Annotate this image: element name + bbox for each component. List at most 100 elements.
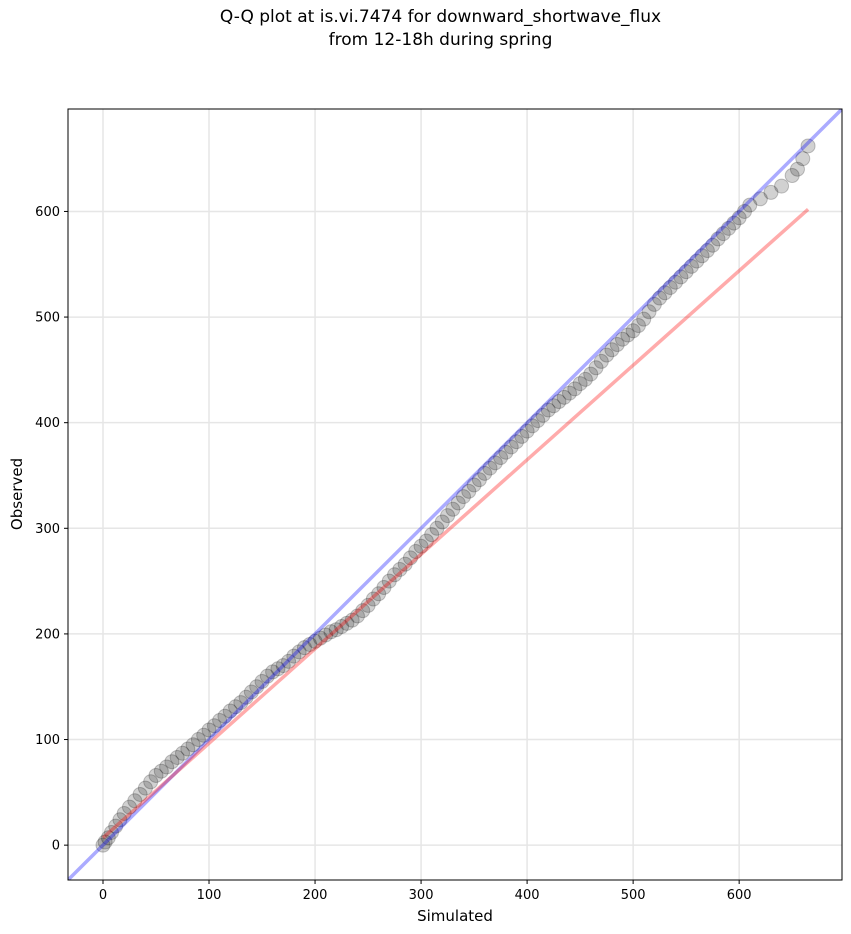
- chart-title-line-1: Q-Q plot at is.vi.7474 for downward_shor…: [219, 7, 662, 27]
- data-point: [153, 763, 169, 779]
- one-to-one-line: [68, 109, 842, 880]
- data-point: [493, 450, 509, 466]
- data-point: [281, 653, 297, 669]
- data-point: [588, 360, 604, 376]
- x-tick-label: 400: [515, 888, 540, 903]
- data-point: [450, 495, 466, 511]
- data-point: [572, 376, 588, 392]
- data-point: [455, 489, 471, 505]
- chart-title-line-2: from 12-18h during spring: [328, 30, 553, 50]
- data-point: [95, 837, 111, 853]
- data-point: [795, 151, 811, 167]
- data-point: [365, 591, 381, 607]
- data-point: [789, 161, 805, 177]
- data-point: [307, 633, 323, 649]
- data-point: [487, 455, 503, 471]
- data-point: [599, 347, 615, 363]
- data-point: [233, 695, 249, 711]
- data-point: [440, 508, 456, 524]
- data-point: [323, 624, 339, 640]
- data-point: [689, 253, 705, 269]
- data-point: [291, 644, 307, 660]
- y-tick-label: 500: [35, 311, 60, 326]
- data-point: [238, 689, 254, 705]
- data-point: [726, 215, 742, 231]
- data-point: [498, 444, 514, 460]
- data-point: [349, 608, 365, 624]
- data-point: [784, 168, 800, 184]
- data-point: [752, 191, 768, 207]
- data-point: [641, 304, 657, 320]
- data-point: [710, 231, 726, 247]
- data-point: [413, 538, 429, 554]
- data-point: [344, 612, 360, 628]
- data-point: [228, 699, 244, 715]
- data-point: [339, 615, 355, 631]
- data-point: [334, 619, 350, 635]
- chart-title: Q-Q plot at is.vi.7474 for downward_shor…: [0, 6, 851, 52]
- data-point: [800, 138, 816, 154]
- data-point: [97, 834, 113, 850]
- data-point: [668, 274, 684, 290]
- data-point: [662, 279, 678, 295]
- data-point: [567, 381, 583, 397]
- data-point: [424, 527, 440, 543]
- data-point: [180, 741, 196, 757]
- data-point: [445, 501, 461, 517]
- data-point: [132, 786, 148, 802]
- data-point: [524, 418, 540, 434]
- plot-area: [68, 109, 842, 880]
- data-point: [731, 210, 747, 226]
- data-point: [736, 203, 752, 219]
- data-point: [593, 353, 609, 369]
- x-tick-label: 100: [197, 888, 222, 903]
- data-point: [196, 727, 212, 743]
- data-point: [302, 636, 318, 652]
- data-point: [742, 197, 758, 213]
- data-point: [164, 754, 180, 770]
- data-point: [121, 799, 137, 815]
- data-point: [546, 398, 562, 414]
- data-point: [243, 684, 259, 700]
- y-tick-label: 300: [35, 522, 60, 537]
- data-point: [763, 184, 779, 200]
- data-point: [143, 774, 159, 790]
- data-point: [562, 385, 578, 401]
- reference-lines: [68, 109, 842, 880]
- data-point: [482, 460, 498, 476]
- grid: [68, 109, 842, 880]
- data-point: [699, 243, 715, 259]
- data-point: [360, 597, 376, 613]
- data-point: [190, 732, 206, 748]
- data-point: [355, 603, 371, 619]
- data-point: [530, 413, 546, 429]
- data-point: [519, 423, 535, 439]
- data-point: [169, 749, 185, 765]
- data-point: [270, 661, 286, 677]
- data-point: [678, 264, 694, 280]
- data-point: [477, 465, 493, 481]
- y-axis-label: Observed: [8, 458, 26, 530]
- data-point: [418, 533, 434, 549]
- data-point: [673, 269, 689, 285]
- data-point: [206, 718, 222, 734]
- y-tick-label: 400: [35, 416, 60, 431]
- data-point: [657, 285, 673, 301]
- data-point: [137, 780, 153, 796]
- x-tick-label: 300: [409, 888, 434, 903]
- data-point: [108, 818, 124, 834]
- data-point: [429, 520, 445, 536]
- data-point: [434, 514, 450, 530]
- data-point: [514, 428, 530, 444]
- data-point: [535, 407, 551, 423]
- data-point: [112, 812, 128, 828]
- data-point: [615, 331, 631, 347]
- data-point: [577, 371, 593, 387]
- data-point: [148, 767, 164, 783]
- data-point: [392, 561, 408, 577]
- data-point: [402, 550, 418, 566]
- data-point: [312, 630, 328, 646]
- data-point: [201, 722, 217, 738]
- data-point: [217, 708, 233, 724]
